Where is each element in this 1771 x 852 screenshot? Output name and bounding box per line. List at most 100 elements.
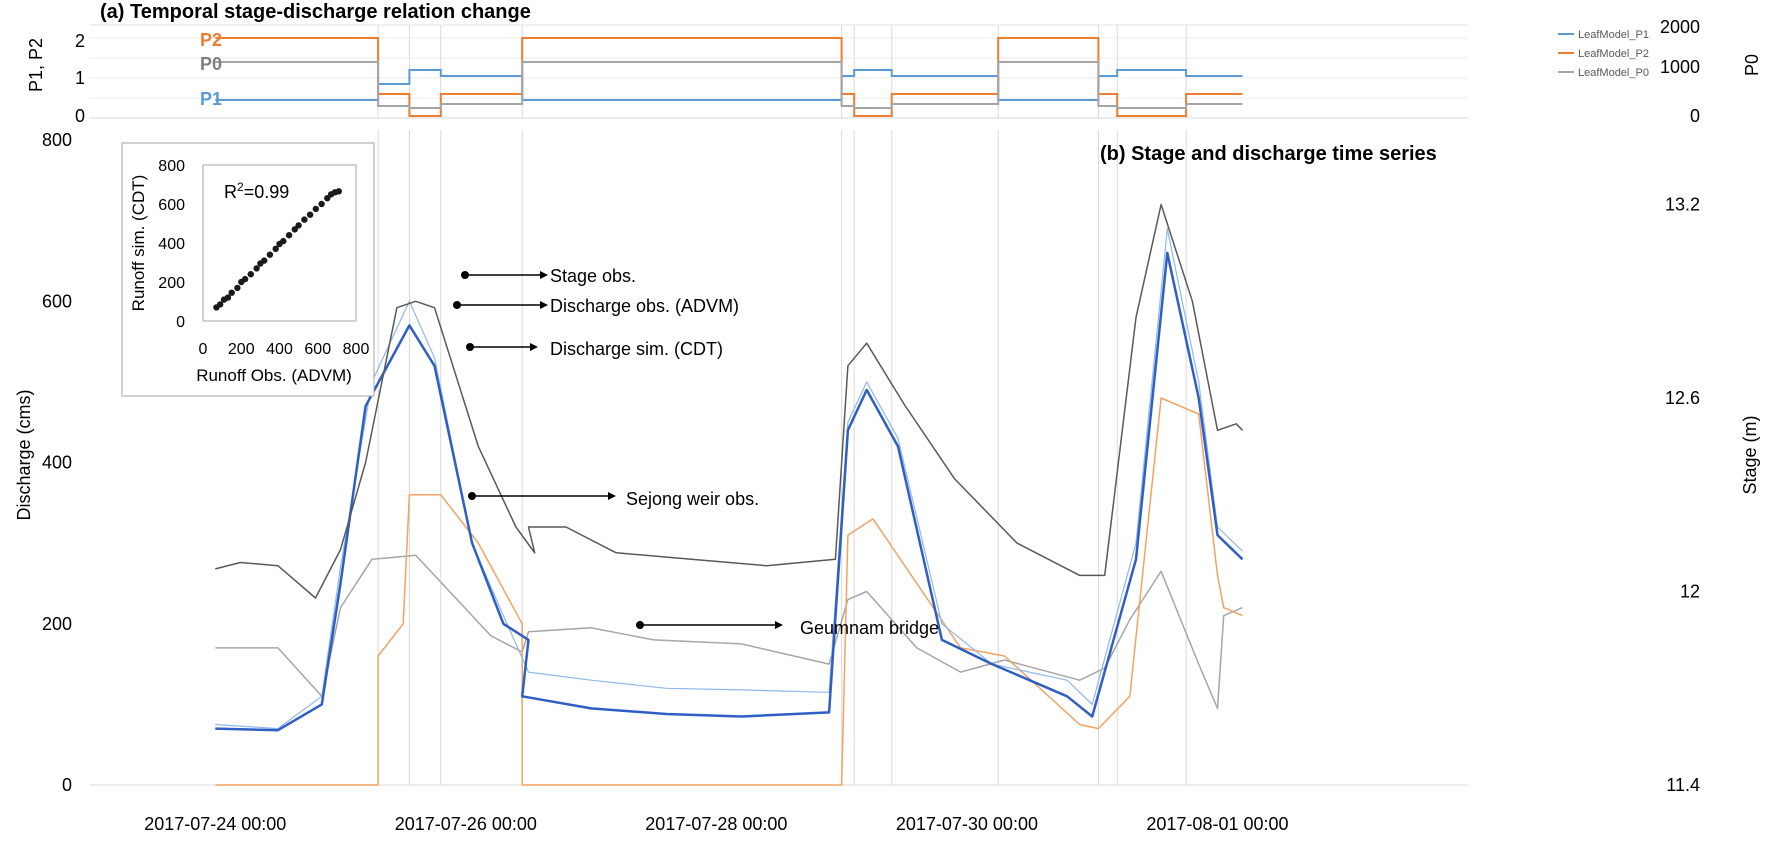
panel-b-series-geumnam-bridge: [215, 554, 1243, 710]
annotation-stage-label: Stage obs.: [550, 266, 636, 286]
panel-b-right-tick-12-6: 12.6: [1665, 388, 1700, 408]
inset-x-ticks: 0 200 400 600 800: [199, 341, 370, 358]
panel-a-legend: LeafModel_P1 LeafModel_P2 LeafModel_P0: [1558, 29, 1649, 79]
annotation-geumnam: Geumnam bridge: [636, 618, 939, 638]
annotation-sejong: Sejong weir obs.: [468, 489, 759, 509]
annotation-discharge-sim-arrowhead: [530, 343, 538, 351]
panel-b-right-tick-12: 12: [1680, 582, 1700, 602]
panel-b-right-ticks: 13.2 12.6 12 11.4: [1665, 195, 1700, 796]
inset-point-7: [241, 275, 249, 283]
inset-point-8: [247, 271, 254, 278]
inset-point-9: [253, 265, 260, 272]
panel-a-label-p0: P0: [200, 54, 222, 74]
inset-x-tick-800: 800: [343, 341, 370, 358]
panel-b-right-tick-13-2: 13.2: [1665, 195, 1700, 215]
inset-y-tick-0: 0: [176, 314, 185, 331]
inset-point-11: [261, 257, 268, 264]
panel-b: (b) Stage and discharge time series Disc…: [14, 130, 1760, 834]
annotation-stage-arrowhead: [540, 271, 548, 279]
panel-b-right-tick-11-4: 11.4: [1666, 775, 1700, 795]
panel-a-left-tick-2: 2: [75, 31, 85, 51]
annotation-discharge-sim-label: Discharge sim. (CDT): [550, 339, 723, 359]
inset-r2-value: =0.99: [244, 182, 290, 202]
panel-a-right-tick-0: 0: [1690, 106, 1700, 126]
annotation-discharge-obs-arrowhead: [540, 301, 548, 309]
inset-r2-prefix: R: [224, 182, 237, 202]
legend-label-p1: LeafModel_P1: [1578, 29, 1649, 41]
panel-b-x-tick-1: 2017-07-26 00:00: [395, 814, 537, 834]
inset-point-1: [217, 301, 224, 308]
inset-point-20: [306, 211, 314, 218]
inset-x-tick-200: 200: [228, 341, 255, 358]
inset-point-22: [318, 200, 325, 208]
panel-b-left-tick-200: 200: [42, 614, 72, 634]
panel-b-left-tick-600: 600: [42, 291, 72, 311]
panel-b-left-tick-800: 800: [42, 130, 72, 150]
annotation-discharge-obs: Discharge obs. (ADVM): [453, 296, 739, 316]
annotation-stage: Stage obs.: [461, 266, 636, 286]
panel-b-title: (b) Stage and discharge time series: [1100, 143, 1437, 165]
inset-point-12: [266, 251, 274, 258]
panel-b-grid: [377, 130, 1187, 785]
inset-point-4: [228, 289, 235, 296]
panel-b-left-ticks: 800 600 400 200 0: [42, 130, 72, 795]
annotation-discharge-sim: Discharge sim. (CDT): [466, 339, 723, 359]
inset-point-18: [295, 222, 302, 229]
panel-b-x-tick-4: 2017-08-01 00:00: [1146, 814, 1288, 834]
panel-b-series-stage-obs: [215, 203, 1244, 599]
inset-point-5: [234, 284, 241, 292]
inset-x-tick-0: 0: [199, 341, 208, 358]
inset-r2: R2=0.99: [224, 180, 289, 202]
inset-y-ticks: 800 600 400 200 0: [158, 158, 185, 331]
panel-a-series-leafmodel-p1: [215, 69, 1243, 101]
panel-b-series-sejong-weir-obs: [215, 397, 1243, 786]
inset-y-tick-400: 400: [158, 236, 185, 253]
panel-b-ylabel-right: Stage (m): [1740, 415, 1760, 494]
panel-b-x-tick-2: 2017-07-28 00:00: [645, 814, 787, 834]
panel-b-lines: [215, 203, 1244, 786]
inset-point-16: [285, 232, 293, 239]
inset-points: [213, 188, 342, 311]
inset-plot-area: [202, 164, 357, 322]
inset-point-13: [272, 245, 279, 252]
panel-a: (a) Temporal stage-discharge relation ch…: [26, 1, 1762, 126]
inset-point-3: [224, 294, 232, 301]
panel-b-ylabel-left: Discharge (cms): [14, 389, 34, 520]
panel-b-left-tick-400: 400: [42, 453, 72, 473]
panel-a-label-p2: P2: [200, 30, 222, 50]
panel-a-left-tick-1: 1: [75, 68, 85, 88]
annotation-discharge-obs-label: Discharge obs. (ADVM): [550, 296, 739, 316]
inset-x-tick-400: 400: [266, 341, 293, 358]
inset-ylabel: Runoff sim. (CDT): [129, 175, 148, 312]
annotation-geumnam-arrowhead: [775, 621, 783, 629]
legend-label-p0: LeafModel_P0: [1578, 67, 1649, 79]
panel-b-x-tick-0: 2017-07-24 00:00: [144, 814, 286, 834]
panel-a-ylabel-right: P0: [1742, 54, 1762, 76]
panel-a-ylabel-left: P1, P2: [26, 38, 46, 92]
inset-x-tick-600: 600: [304, 341, 331, 358]
inset-scatter: R2=0.99 0 200 400 600 800 800 600 400 200 0 Runo…: [121, 142, 375, 397]
inset-point-15: [280, 237, 287, 245]
panel-a-series-leafmodel-p0: [215, 61, 1243, 109]
panel-b-x-ticks: 2017-07-24 00:00 2017-07-26 00:00 2017-07-…: [144, 814, 1288, 834]
annotation-sejong-arrowhead: [608, 492, 616, 500]
legend-label-p2: LeafModel_P2: [1578, 48, 1649, 60]
panel-a-right-tick-1000: 1000: [1660, 57, 1700, 77]
panel-a-right-tick-2000: 2000: [1660, 17, 1700, 37]
panel-a-lines: [215, 37, 1243, 117]
panel-a-series-leafmodel-p2: [215, 37, 1243, 117]
panel-b-left-tick-0: 0: [62, 775, 72, 795]
panel-b-series-discharge-obs-advm: [215, 228, 1243, 730]
annotation-geumnam-label: Geumnam bridge: [800, 618, 939, 638]
inset-xlabel: Runoff Obs. (ADVM): [196, 366, 352, 385]
panel-a-title: (a) Temporal stage-discharge relation ch…: [100, 1, 531, 23]
panel-a-left-tick-0: 0: [75, 106, 85, 126]
inset-y-tick-600: 600: [158, 197, 185, 214]
inset-y-tick-800: 800: [158, 158, 185, 175]
inset-border: [121, 142, 375, 397]
panel-b-series-discharge-sim-cdt: [215, 251, 1244, 732]
inset-r2-sup: 2: [237, 180, 244, 194]
annotation-sejong-label: Sejong weir obs.: [626, 489, 759, 509]
